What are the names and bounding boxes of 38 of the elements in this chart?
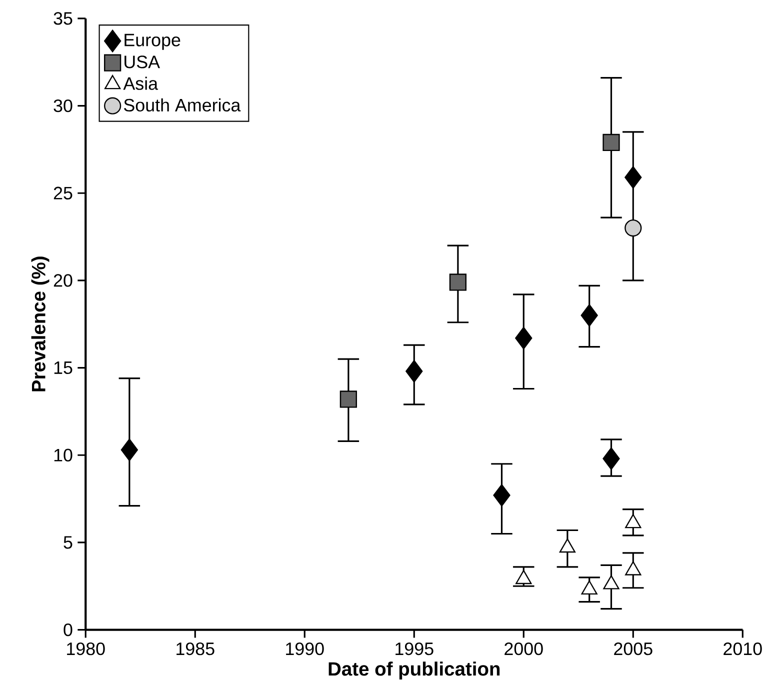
- point: [449, 274, 466, 291]
- point: [406, 360, 423, 383]
- y-tick-label: 0: [64, 624, 72, 636]
- point: [515, 326, 532, 350]
- point: [602, 447, 620, 470]
- point: [493, 484, 510, 507]
- point: [580, 304, 598, 327]
- y-tick-label: 10: [54, 448, 72, 462]
- y-tick-label: 15: [54, 362, 72, 374]
- point: [120, 438, 138, 462]
- legend-label: USA: [124, 56, 160, 68]
- point: [624, 220, 642, 237]
- point: [603, 575, 620, 590]
- legend-label: South America: [124, 98, 241, 112]
- legend-label: Europe: [124, 34, 180, 50]
- point: [340, 390, 357, 408]
- y-axis-title: Prevalence (%): [31, 256, 50, 392]
- y-tick-label: 5: [64, 536, 72, 549]
- point: [625, 514, 642, 528]
- y-tick-label: 20: [54, 274, 72, 287]
- y-tick-label: 30: [54, 100, 72, 112]
- x-tick-label: 1980: [67, 642, 105, 656]
- legend-label: Asia: [123, 76, 158, 90]
- x-tick-label: 1990: [286, 642, 324, 656]
- x-tick-label: 1995: [396, 642, 434, 656]
- point: [581, 580, 598, 595]
- point: [625, 561, 642, 576]
- x-tick-label: 2010: [724, 642, 762, 656]
- point: [602, 134, 620, 152]
- x-axis-title: Date of publication: [328, 662, 500, 680]
- point: [516, 570, 532, 584]
- x-tick-label: 1985: [176, 642, 214, 656]
- y-tick-label: 25: [54, 186, 72, 200]
- x-tick-label: 2005: [614, 642, 652, 656]
- y-tick-label: 35: [54, 12, 72, 25]
- point: [624, 166, 642, 189]
- point: [559, 538, 576, 553]
- x-tick-label: 2000: [504, 642, 543, 656]
